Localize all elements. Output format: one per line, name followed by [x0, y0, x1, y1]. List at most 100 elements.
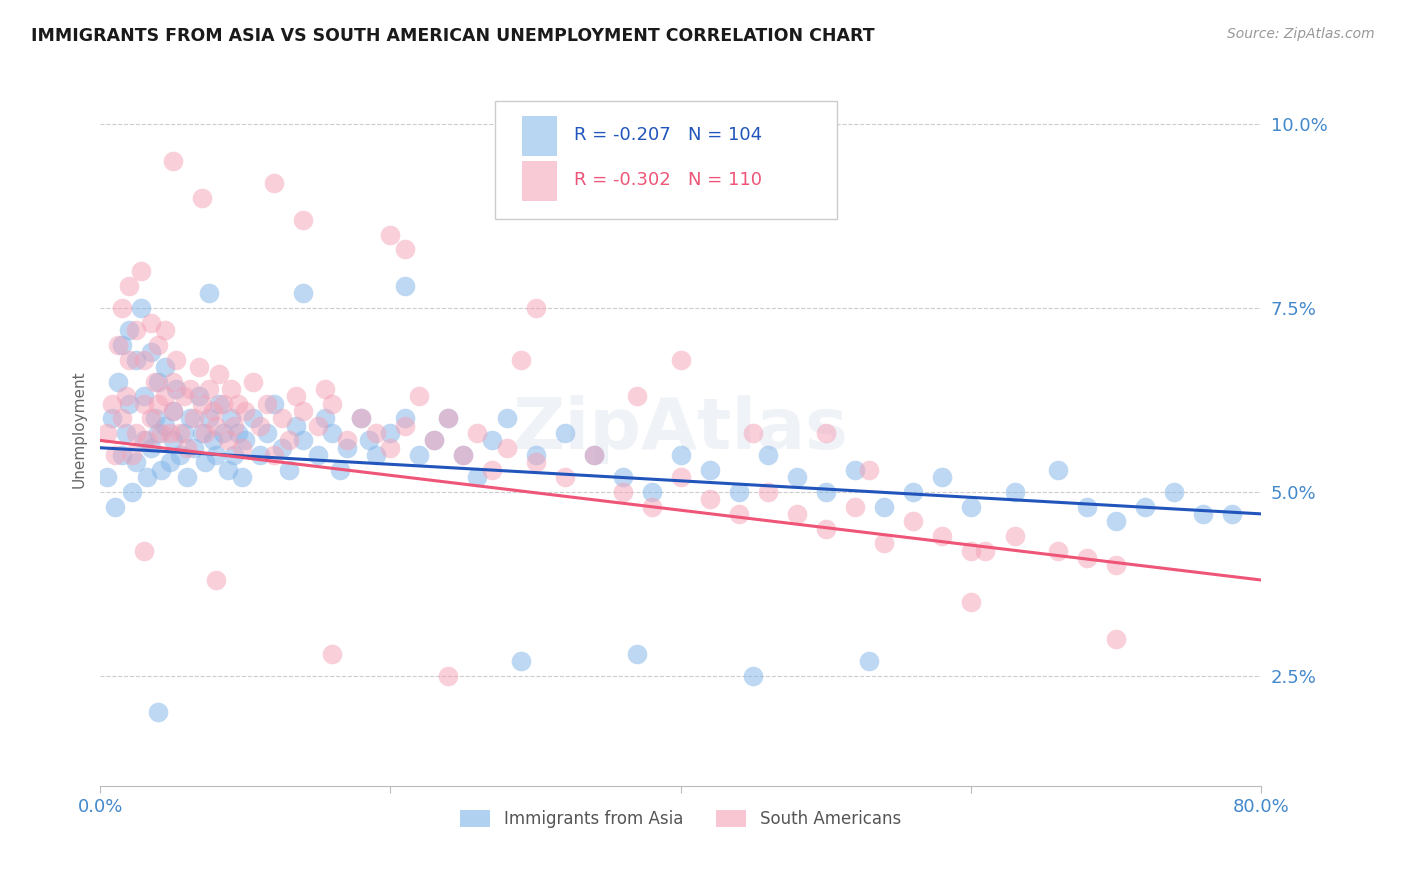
Point [814, 522, 837, 536]
Point [974, 543, 997, 558]
Point [173, 389, 195, 403]
Point [858, 654, 880, 668]
Point [582, 448, 605, 462]
Point [960, 543, 983, 558]
Point [249, 448, 271, 462]
Point [198, 411, 221, 425]
Point [107, 338, 129, 352]
Point [901, 514, 924, 528]
Point [858, 463, 880, 477]
Point [155, 389, 177, 403]
Point [786, 470, 808, 484]
Point [364, 448, 387, 462]
Point [437, 411, 460, 425]
Point [336, 441, 359, 455]
Point [129, 264, 152, 278]
Point [1105, 558, 1128, 573]
Point [742, 425, 765, 440]
Point [187, 359, 209, 374]
Point [165, 352, 187, 367]
Point [256, 425, 278, 440]
Point [873, 500, 896, 514]
Point [292, 434, 315, 448]
Point [143, 411, 166, 425]
Point [451, 448, 474, 462]
Point [198, 286, 221, 301]
Point [844, 500, 866, 514]
Point [394, 279, 416, 293]
Point [231, 441, 253, 455]
Point [524, 455, 547, 469]
Point [179, 411, 201, 425]
Point [640, 484, 662, 499]
Point [1047, 543, 1070, 558]
Point [756, 484, 779, 499]
Point [111, 301, 134, 315]
Point [125, 352, 148, 367]
Point [380, 441, 402, 455]
Point [104, 500, 127, 514]
Point [467, 425, 489, 440]
Point [233, 434, 256, 448]
Point [125, 425, 148, 440]
Point [960, 595, 983, 609]
Point [307, 448, 329, 462]
Point [256, 397, 278, 411]
Point [727, 484, 749, 499]
Point [423, 434, 446, 448]
Point [190, 425, 212, 440]
Point [118, 279, 141, 293]
Point [162, 434, 184, 448]
Point [901, 484, 924, 499]
Point [437, 411, 460, 425]
Point [669, 470, 692, 484]
Point [1220, 507, 1243, 521]
Point [125, 455, 148, 469]
Point [554, 470, 576, 484]
Point [699, 492, 721, 507]
Point [626, 389, 648, 403]
Point [148, 375, 170, 389]
Point [183, 411, 205, 425]
Point [1076, 551, 1098, 566]
Point [132, 434, 155, 448]
Point [132, 543, 155, 558]
Point [524, 301, 547, 315]
Point [242, 411, 264, 425]
Text: Source: ZipAtlas.com: Source: ZipAtlas.com [1227, 27, 1375, 41]
Point [190, 191, 212, 205]
Point [169, 448, 191, 462]
Point [148, 706, 170, 720]
Point [118, 323, 141, 337]
Point [263, 176, 285, 190]
Point [814, 425, 837, 440]
Point [169, 425, 191, 440]
Point [212, 425, 235, 440]
Point [350, 411, 373, 425]
Point [129, 301, 152, 315]
Point [198, 382, 221, 396]
Point [307, 418, 329, 433]
Point [756, 448, 779, 462]
Point [132, 389, 155, 403]
Point [135, 434, 157, 448]
Point [205, 573, 228, 587]
Point [292, 213, 315, 227]
Point [1105, 514, 1128, 528]
Point [121, 448, 143, 462]
Point [1047, 463, 1070, 477]
Point [357, 434, 380, 448]
Point [931, 529, 953, 543]
Point [495, 411, 517, 425]
Point [111, 411, 134, 425]
Point [194, 425, 217, 440]
Point [285, 389, 308, 403]
Point [183, 441, 205, 455]
Point [742, 668, 765, 682]
Point [314, 411, 336, 425]
FancyBboxPatch shape [495, 102, 838, 219]
Point [242, 375, 264, 389]
Point [165, 382, 187, 396]
Point [321, 397, 343, 411]
Point [139, 345, 162, 359]
